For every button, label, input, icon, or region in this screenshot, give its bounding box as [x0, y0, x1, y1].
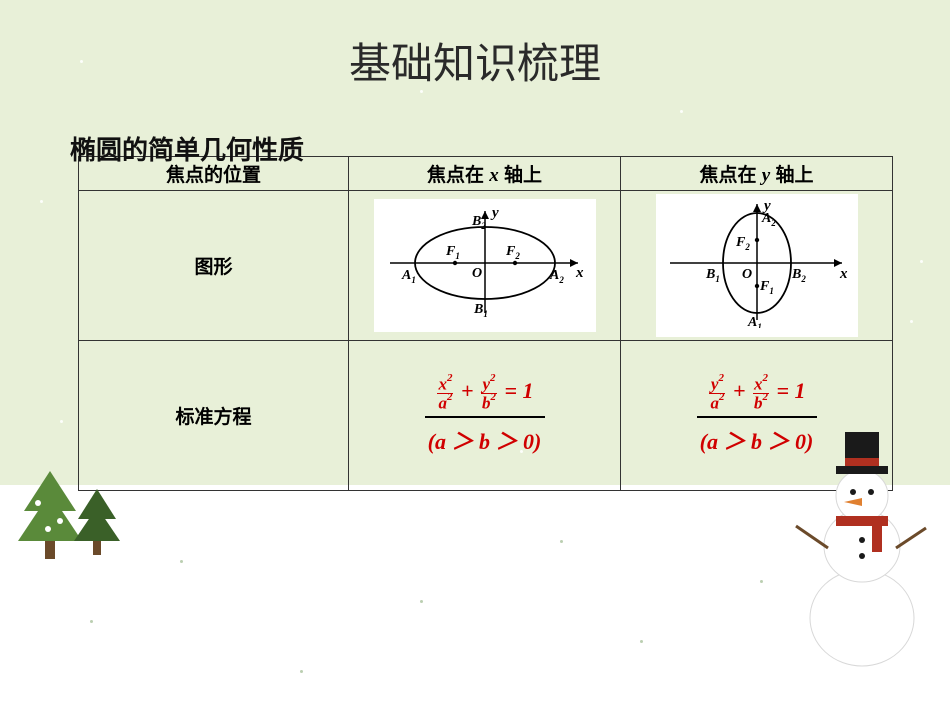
svg-text:y: y	[490, 205, 499, 221]
svg-text:A1: A1	[747, 315, 762, 328]
svg-text:F2: F2	[505, 244, 520, 261]
condition-text: (a ＞ b ＞ 0)	[349, 424, 620, 456]
svg-text:F2: F2	[735, 235, 750, 252]
condition-text: (a ＞ b ＞ 0)	[621, 424, 892, 456]
svg-text:B1: B1	[705, 267, 720, 284]
svg-text:F1: F1	[759, 279, 774, 296]
equation-y-major: y2 a2 + x2 b2 = 1 (a ＞ b ＞ 0)	[621, 341, 893, 491]
subtitle: 椭圆的简单几何性质	[70, 130, 304, 167]
graph-y-major: x y A2 A1 B1 B2 F2 F1 O	[621, 191, 893, 341]
graph-x-major: x y A1 A2 B2 B1 F1 F2 O	[349, 191, 621, 341]
svg-text:B2: B2	[791, 267, 806, 284]
svg-text:A1: A1	[401, 268, 416, 285]
table-row: 标准方程 x2 a2 + y2 b2 = 1 (a ＞ b ＞ 0) y2	[79, 341, 893, 491]
svg-text:O: O	[472, 266, 482, 281]
tree-decoration	[70, 483, 125, 563]
ellipse-properties-table: 焦点的位置 焦点在 x 轴上 焦点在 x 轴上 焦点在 y 轴上 图形	[78, 156, 893, 491]
svg-text:O: O	[742, 267, 752, 282]
svg-text:F1: F1	[445, 244, 460, 261]
header-focus-x: 焦点在 x 轴上 焦点在 x 轴上	[349, 157, 621, 191]
row-label-shape: 图形	[79, 191, 349, 341]
equation-x-major: x2 a2 + y2 b2 = 1 (a ＞ b ＞ 0)	[349, 341, 621, 491]
svg-text:x: x	[839, 266, 848, 282]
page-number: 2	[874, 488, 882, 504]
row-label-equation: 标准方程	[79, 341, 349, 491]
svg-text:A2: A2	[761, 211, 776, 228]
header-focus-y: 焦点在 y 轴上	[621, 157, 893, 191]
page-title: 基础知识梳理	[0, 0, 950, 91]
svg-text:A2: A2	[549, 268, 564, 285]
svg-text:x: x	[575, 265, 584, 281]
table-row: 图形 x y A1 A2	[79, 191, 893, 341]
